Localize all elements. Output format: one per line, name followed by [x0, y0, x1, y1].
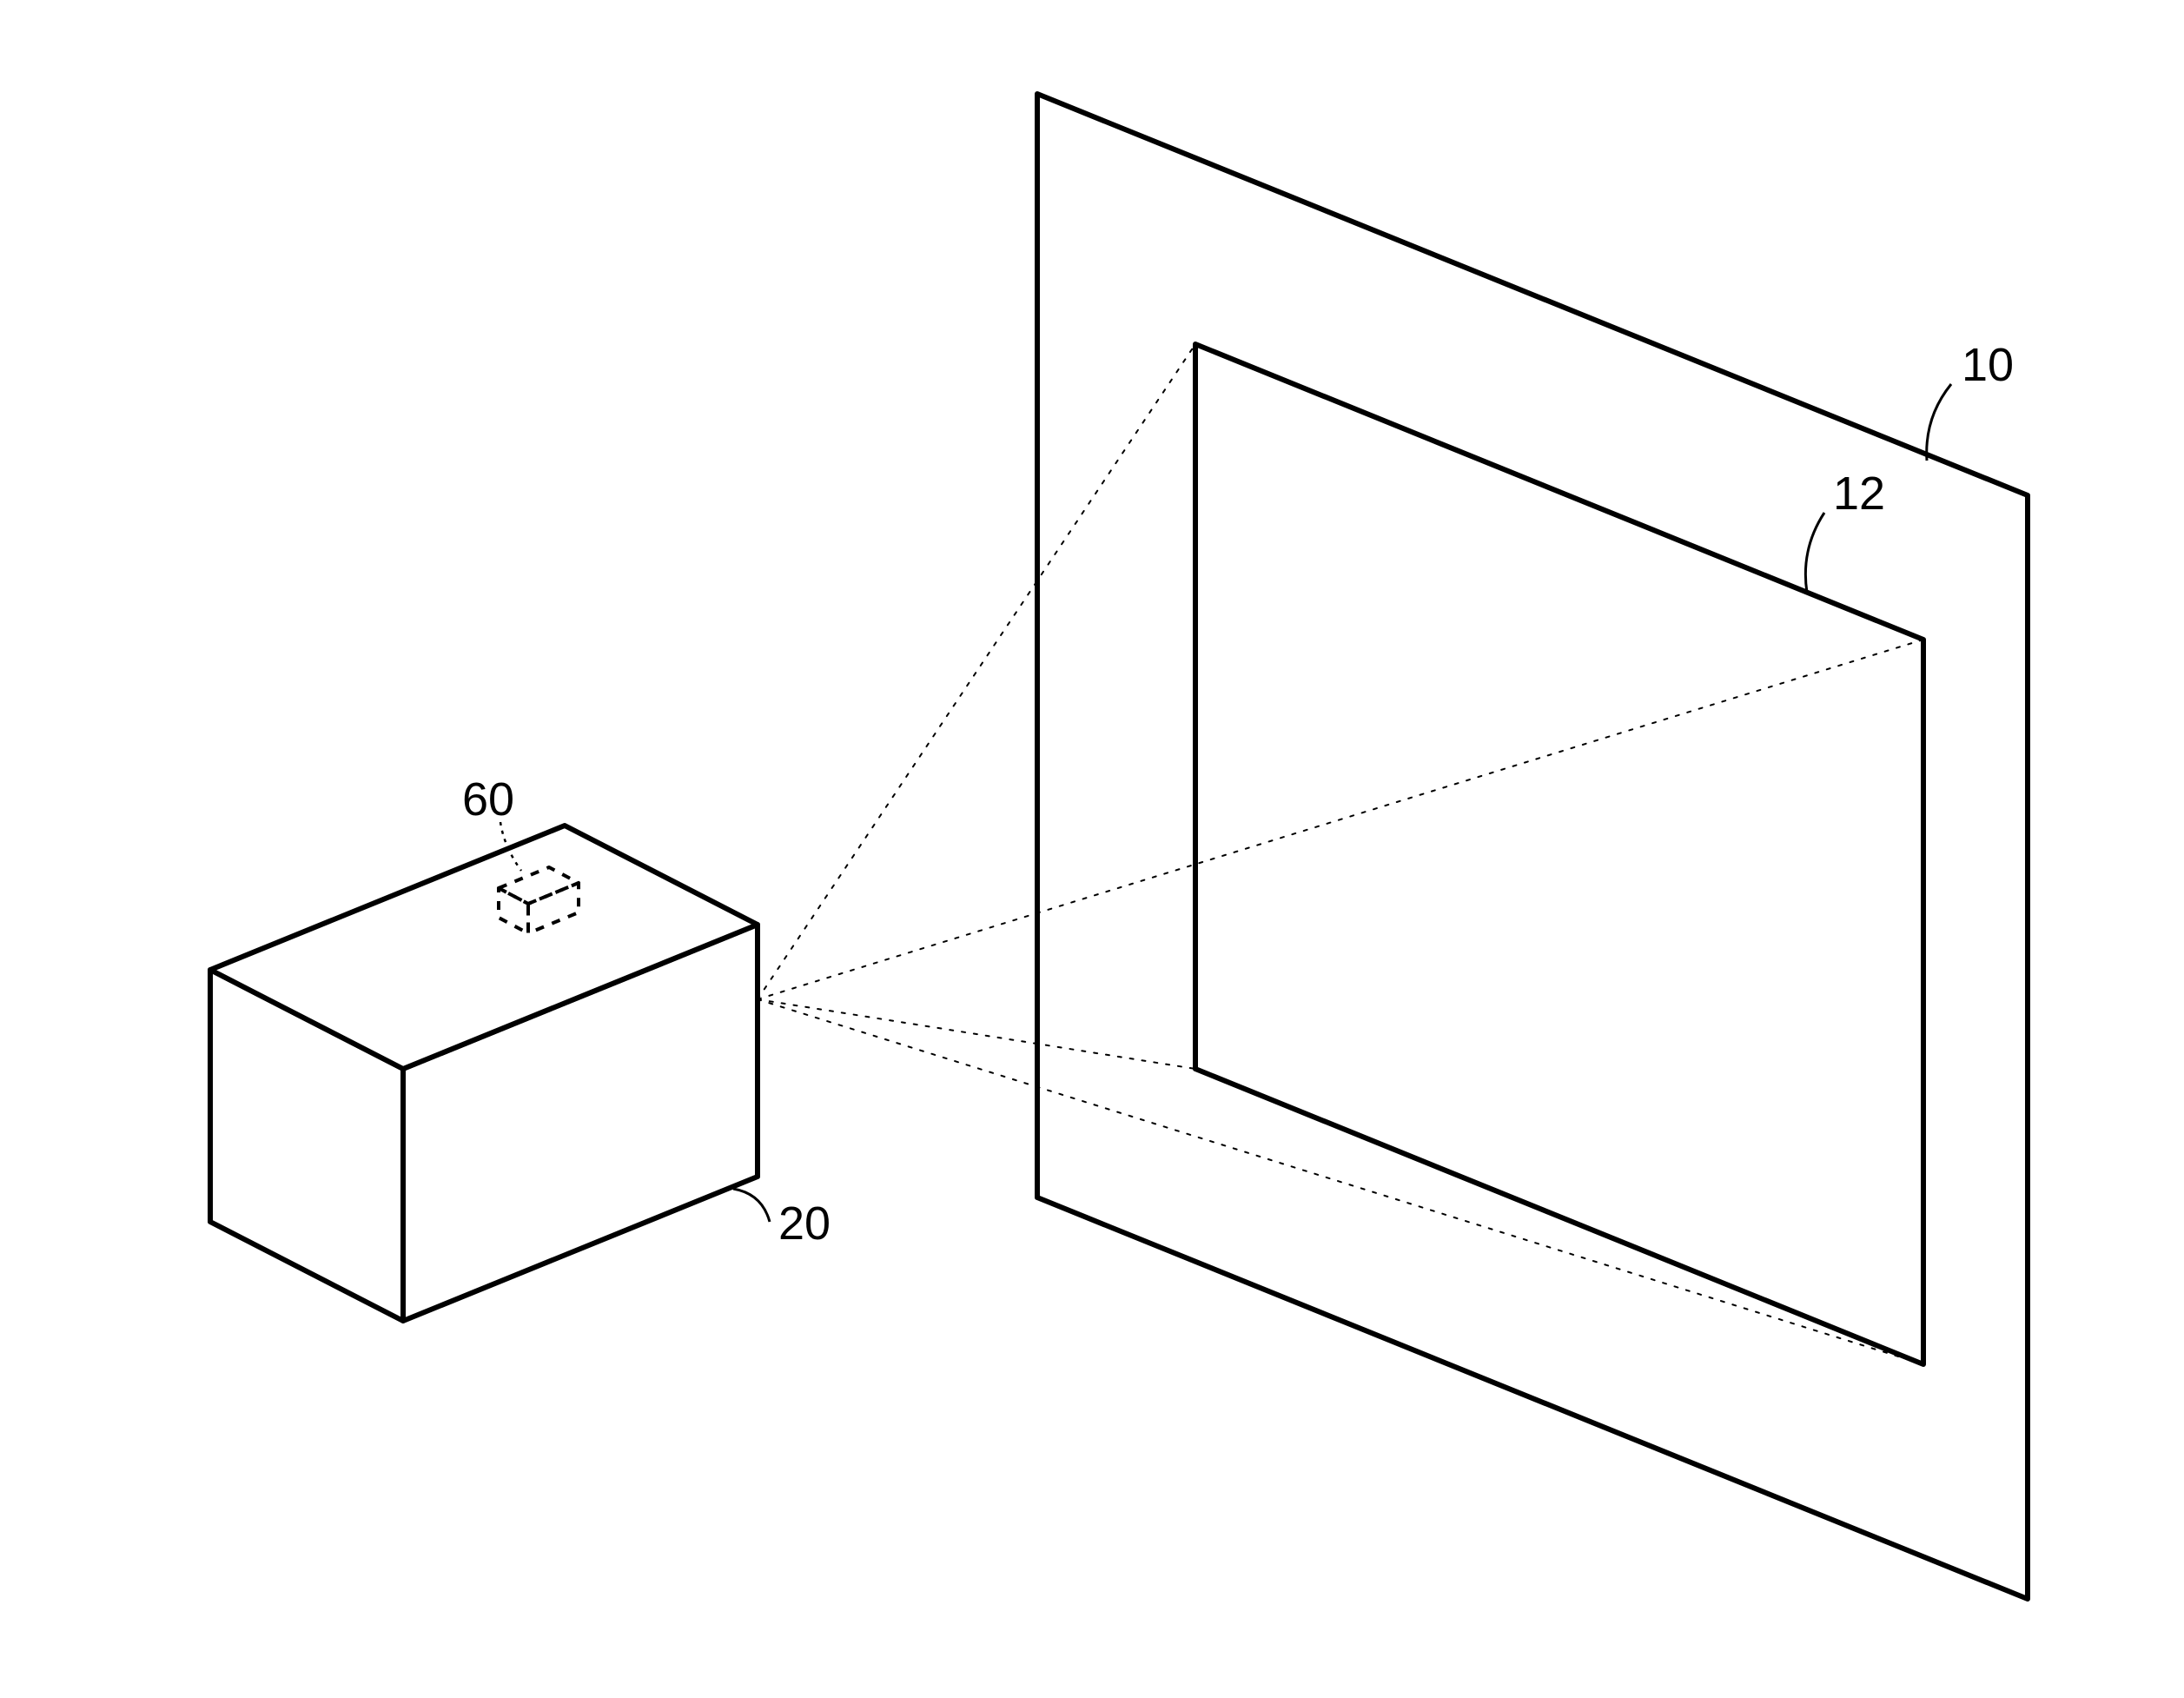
- screen-outer: [1037, 94, 2028, 1599]
- label-10: 10: [1962, 339, 2014, 391]
- diagram-container: 10 12 20 60: [0, 0, 2184, 1698]
- label-20: 20: [778, 1197, 831, 1250]
- leader-10: [1927, 384, 1951, 461]
- screen-inner: [1195, 344, 1923, 1364]
- projection-ray: [758, 999, 1195, 1069]
- projection-ray: [758, 344, 1195, 999]
- label-60: 60: [462, 773, 514, 826]
- label-12: 12: [1833, 468, 1885, 520]
- leader-12: [1805, 513, 1824, 593]
- projection-ray: [758, 999, 1923, 1364]
- projector-screen-diagram: 10 12 20 60: [0, 0, 2184, 1698]
- leader-20: [733, 1189, 770, 1222]
- projection-ray: [758, 640, 1923, 999]
